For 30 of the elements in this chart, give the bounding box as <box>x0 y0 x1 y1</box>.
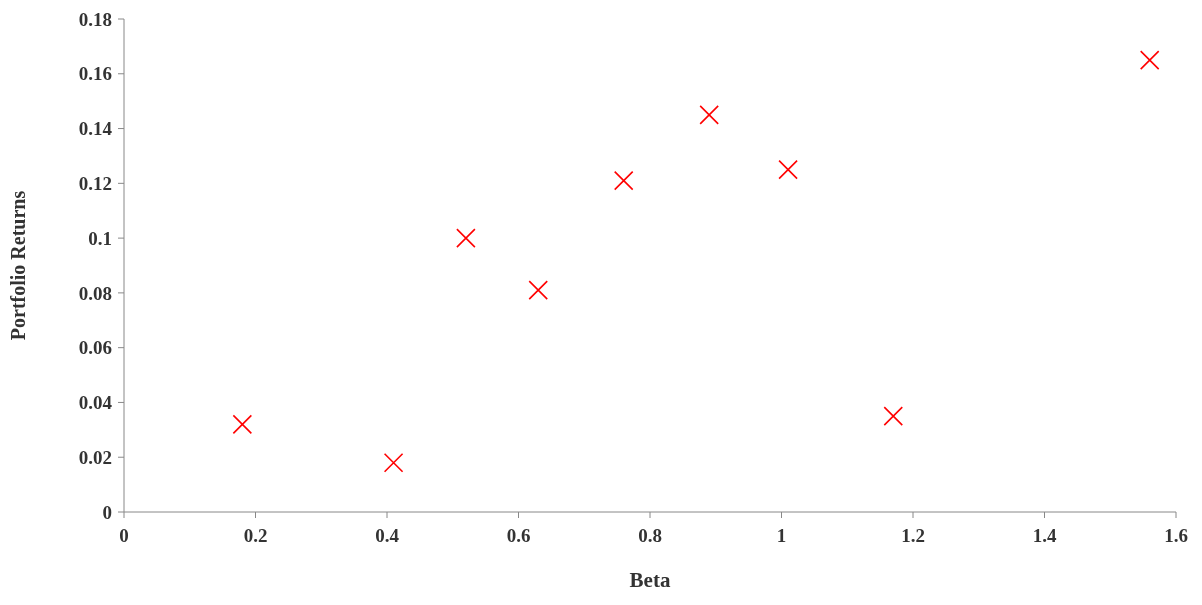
point <box>699 105 719 125</box>
y-tick-label: 0.04 <box>78 392 113 414</box>
x-tick-label: 0.8 <box>638 525 662 546</box>
x-tick-label: 0 <box>119 525 129 546</box>
point <box>456 228 476 248</box>
y-tick-label: 0.06 <box>78 337 112 359</box>
point <box>383 452 404 473</box>
point <box>232 414 253 435</box>
x-tick-label: 1 <box>776 525 787 546</box>
x-tick-label: 1.2 <box>901 525 925 546</box>
point <box>528 280 549 300</box>
point <box>883 406 904 426</box>
x-tick-label: 1.6 <box>1164 525 1188 546</box>
x-axis-title: Beta <box>629 568 671 592</box>
point <box>778 159 798 180</box>
x-tick-label: 0.2 <box>243 525 268 546</box>
y-tick-label: 0 <box>102 501 112 523</box>
x-tick-label: 1.4 <box>1032 525 1057 546</box>
point <box>613 170 634 191</box>
x-tick-label: 0.4 <box>375 525 400 546</box>
y-tick-label: 0.18 <box>78 8 112 30</box>
y-tick-label: 0.14 <box>78 118 113 140</box>
y-tick-label: 0.02 <box>78 446 112 468</box>
y-tick-label: 0.12 <box>78 172 112 194</box>
point <box>1139 50 1160 70</box>
x-tick-label: 0.6 <box>506 525 531 546</box>
y-axis-title: Portfolio Returns <box>7 190 29 341</box>
y-tick-label: 0.08 <box>78 282 112 304</box>
y-tick-label: 0.16 <box>78 63 112 85</box>
y-tick-label: 0.1 <box>88 227 112 249</box>
